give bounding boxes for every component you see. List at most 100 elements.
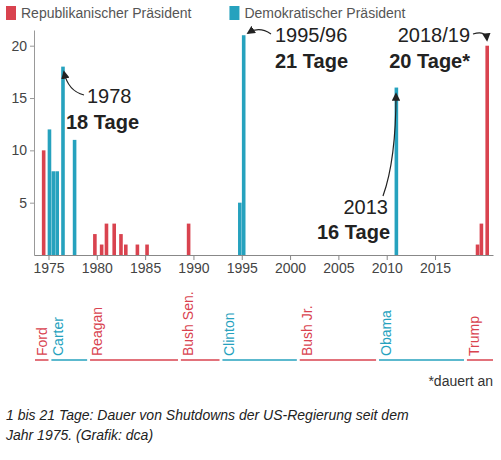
footnote: *dauert an (428, 373, 493, 389)
bar (124, 245, 128, 255)
annotation: 2018/1920 Tage* (389, 24, 487, 72)
x-tick-label: 1985 (130, 260, 161, 276)
caption: 1 bis 21 Tage: Dauer von Shutdowns der U… (5, 407, 409, 443)
y-tick: 15 (11, 90, 34, 106)
annotation-text: 16 Tage (317, 221, 390, 243)
president: Bush Jr. (299, 305, 376, 360)
x-tick: 1975 (33, 255, 64, 276)
x-tick: 1995 (227, 255, 258, 276)
y-axis: 5 10 15 20 (11, 31, 34, 256)
y-tick-label: 15 (11, 90, 27, 106)
x-tick-label: 1975 (33, 260, 64, 276)
bar (61, 67, 65, 255)
bar (100, 245, 104, 255)
x-tick: 1985 (130, 255, 161, 276)
annotation: 1978 18 Tage (64, 72, 139, 133)
x-tick-label: 2000 (275, 260, 306, 276)
bar-series (48, 35, 399, 255)
y-tick-mark (30, 203, 34, 204)
bar (105, 224, 109, 255)
president: Bush Sen. (180, 291, 220, 360)
x-tick-label: 1990 (178, 260, 209, 276)
president: Reagan (89, 307, 178, 360)
president-term-line (51, 359, 87, 361)
president-term-line (467, 359, 493, 361)
annotations: 1978 18 Tage 1995/96 21 Tage 2018/1920 Tage*… (64, 24, 487, 243)
bar (55, 171, 59, 255)
x-tick: 2005 (323, 255, 354, 276)
president-name: Bush Jr. (299, 305, 315, 356)
president-term-line (379, 359, 464, 361)
bar (52, 171, 56, 255)
x-tick: 2000 (275, 255, 306, 276)
annotation-text: 18 Tage (66, 111, 139, 133)
chart-container: 5 10 15 20 1975 1980 1985 1990 1995 2000 2005 2010 2… (0, 0, 501, 460)
x-tick-label: 1980 (82, 260, 113, 276)
president: Ford (34, 327, 50, 360)
annotation-label: 2013 (344, 196, 389, 218)
presidents: FordCarterReagan Bush Sen. Clinton Bush Jr.… (34, 291, 493, 360)
x-tick: 1980 (82, 255, 113, 276)
bar (73, 140, 77, 255)
y-tick-label: 5 (19, 195, 27, 211)
president-term-line (35, 359, 49, 361)
president-name: Bush Sen. (180, 291, 196, 356)
president-name: Reagan (89, 307, 105, 356)
president: Trump (466, 316, 493, 360)
x-tick-label: 2005 (323, 260, 354, 276)
bar (112, 224, 116, 255)
bar-series (42, 46, 489, 255)
x-tick: 2010 (372, 255, 403, 276)
y-tick: 5 (19, 195, 34, 211)
bar (187, 224, 191, 255)
y-tick-mark (30, 150, 34, 151)
president-name: Clinton (221, 312, 237, 356)
chart-svg: 5 10 15 20 1975 1980 1985 1990 1995 2000 2005 2010 2… (0, 0, 501, 460)
y-tick-mark (30, 46, 34, 47)
y-axis-line (34, 31, 35, 256)
annotation-arrow (473, 33, 487, 40)
x-tick-label: 2010 (372, 260, 403, 276)
x-tick-label: 2015 (420, 260, 451, 276)
caption-line: Jahr 1975. (Grafik: dca) (5, 427, 153, 443)
y-tick: 10 (11, 142, 34, 158)
annotation-arrow (248, 30, 271, 34)
bar (476, 245, 480, 255)
annotation-label: 1995/96 (275, 24, 347, 46)
bar (395, 88, 399, 255)
president: Carter (50, 317, 87, 360)
president-term-line (181, 359, 220, 361)
annotation: 2013 16 Tage (317, 94, 396, 243)
president-name: Trump (466, 316, 482, 356)
x-axis-line (35, 255, 494, 256)
y-tick-label: 20 (11, 38, 27, 54)
bar (136, 245, 140, 255)
bar (145, 245, 149, 255)
annotation-label: 2018/19 (398, 24, 470, 46)
legend-swatch (229, 6, 239, 20)
x-tick-label: 1995 (227, 260, 258, 276)
legend-swatch (6, 6, 16, 20)
president: Obama (378, 310, 464, 360)
president: Clinton (221, 312, 296, 360)
annotation-arrow (383, 94, 396, 196)
x-tick: 1990 (178, 255, 209, 276)
x-axis: 1975 1980 1985 1990 1995 2000 2005 2010 2015 (33, 255, 493, 276)
bars (42, 35, 489, 255)
legend: Republikanischer Präsident Demokratischer… (6, 5, 406, 21)
bar (93, 234, 97, 255)
caption-line: 1 bis 21 Tage: Dauer von Shutdowns der U… (6, 407, 409, 423)
president-name: Ford (34, 327, 50, 356)
legend-item: Republikanischer Präsident (6, 5, 192, 21)
bar (119, 234, 123, 255)
legend-item: Demokratischer Präsident (229, 5, 405, 21)
president-term-line (300, 359, 376, 361)
president-term-line (222, 359, 296, 361)
bar (42, 150, 46, 255)
annotation-label: 1978 (87, 85, 132, 107)
annotation-text: 21 Tage (275, 50, 348, 72)
bar (238, 203, 242, 255)
annotation: 1995/96 21 Tage (248, 24, 348, 72)
annotation-arrow (64, 72, 84, 95)
legend-label: Demokratischer Präsident (244, 5, 405, 21)
